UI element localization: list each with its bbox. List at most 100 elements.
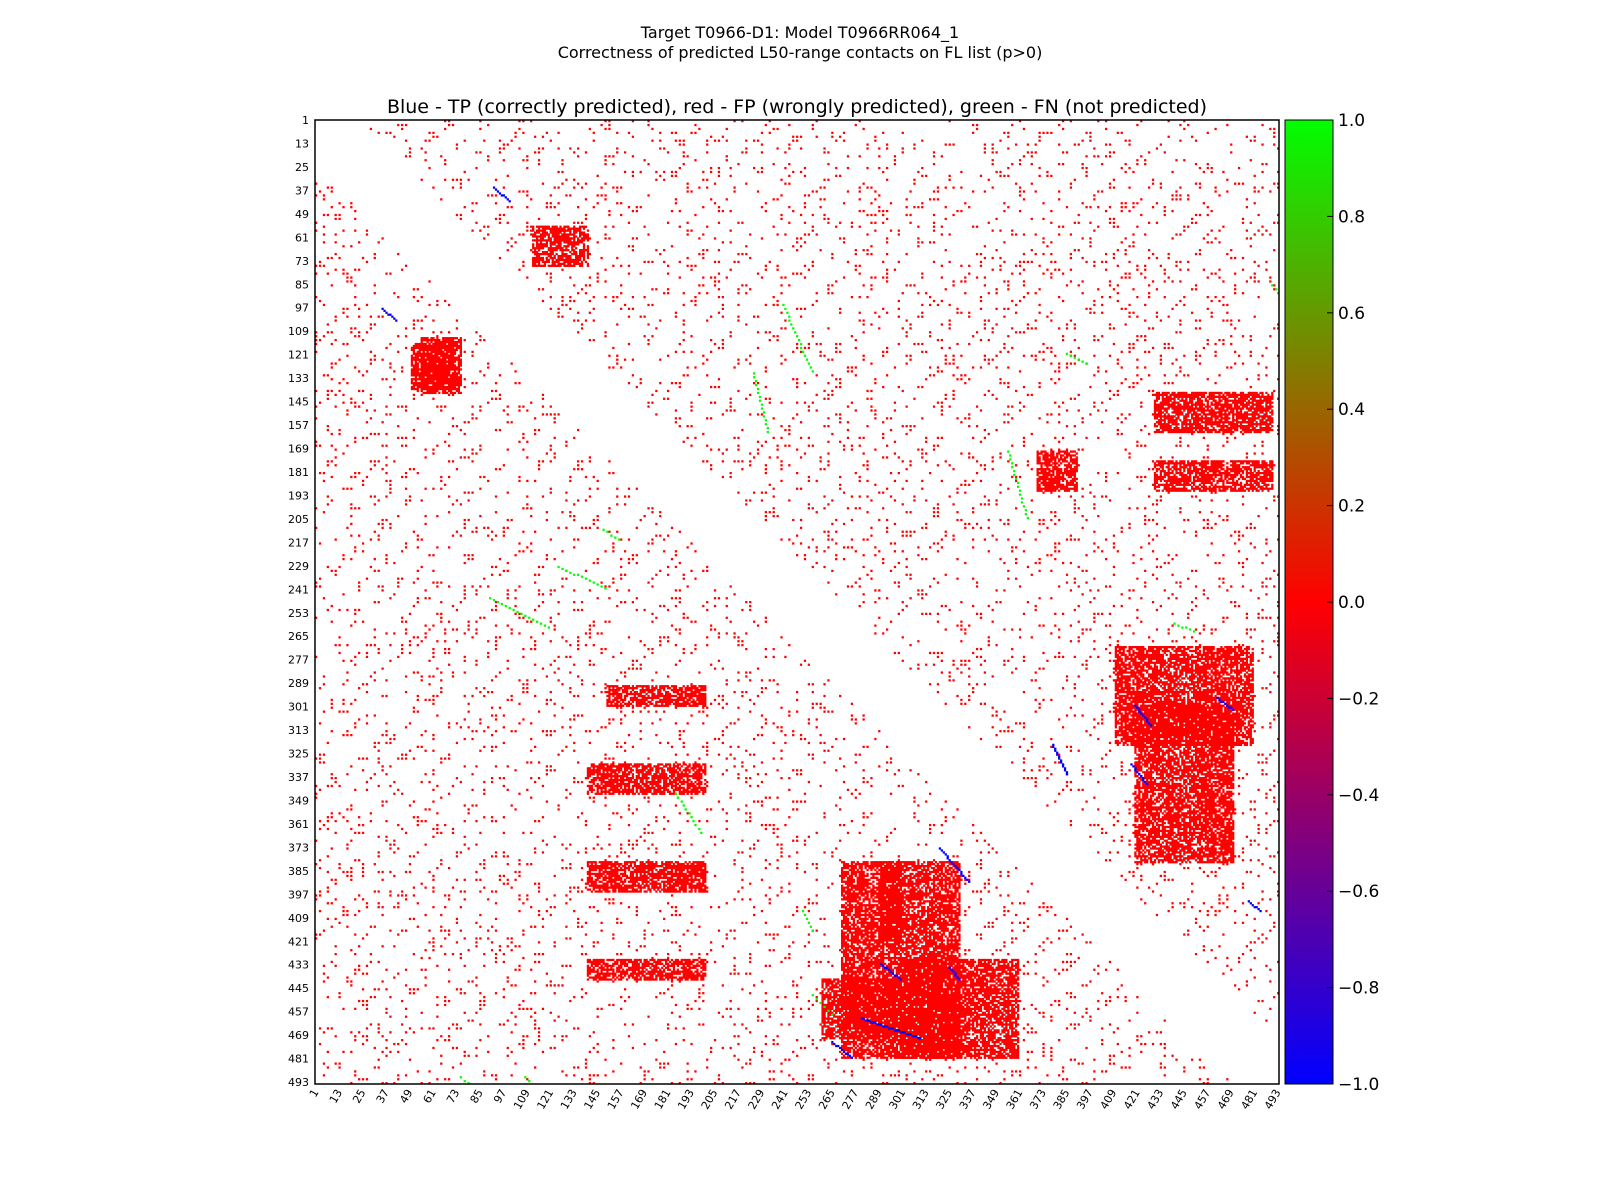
fp-cell	[729, 620, 732, 623]
fp-cell	[1179, 233, 1182, 236]
fp-cell	[545, 558, 548, 561]
fp-cell	[1218, 647, 1221, 651]
fp-cell	[1147, 284, 1151, 287]
fp-cell	[330, 620, 333, 623]
fp-cell	[620, 307, 623, 310]
fp-cell	[889, 428, 893, 432]
fp-cell	[1218, 276, 1221, 279]
fp-cell	[713, 385, 717, 389]
fp-cell	[975, 460, 979, 463]
fp-cell	[490, 690, 494, 694]
fp-cell	[1128, 276, 1131, 279]
fp-cell	[1069, 120, 1073, 123]
fp-cell	[1120, 166, 1123, 170]
fp-cell	[956, 417, 959, 420]
fp-cell	[944, 217, 947, 221]
fp-cell	[534, 694, 537, 698]
fp-cell	[713, 280, 717, 283]
fp-cell	[479, 690, 482, 694]
fp-cell	[885, 241, 889, 244]
fp-cell	[1050, 350, 1053, 353]
fp-cell	[729, 268, 732, 271]
fp-cell	[322, 233, 326, 236]
fp-cell	[999, 745, 1002, 748]
fp-cell	[874, 632, 877, 635]
fp-cell	[561, 577, 564, 580]
fp-cell	[882, 350, 885, 353]
fp-cell	[358, 687, 361, 690]
fp-cell	[1136, 268, 1139, 271]
fp-cell	[866, 166, 869, 170]
fp-cell	[1269, 335, 1272, 338]
fp-cell	[686, 233, 689, 236]
fp-cell	[490, 573, 494, 576]
fp-cell	[616, 679, 619, 682]
fp-cell	[1104, 753, 1108, 756]
fp-cell	[1226, 440, 1229, 443]
fp-cell	[1132, 342, 1135, 346]
fp-cell	[620, 651, 623, 655]
fp-cell	[862, 452, 865, 455]
fp-cell	[522, 507, 525, 510]
fp-cell	[1093, 640, 1096, 643]
fp-cell	[1081, 163, 1084, 166]
fp-cell	[510, 362, 513, 365]
fp-cell	[612, 155, 615, 158]
fp-cell	[709, 135, 713, 138]
fp-cell	[494, 194, 498, 197]
fp-cell	[350, 514, 353, 518]
fp-cell	[1050, 597, 1053, 600]
fp-cell	[756, 139, 760, 142]
fp-cell	[1206, 295, 1209, 299]
fp-cell	[1069, 233, 1073, 236]
fp-cell	[983, 327, 986, 330]
fp-cell	[432, 647, 435, 651]
fp-cell	[979, 440, 983, 443]
fp-cell	[1179, 511, 1182, 514]
fp-cell	[631, 307, 635, 310]
fp-cell	[1194, 139, 1198, 142]
fp-cell	[518, 679, 521, 682]
fp-cell	[788, 163, 791, 166]
fp-cell	[369, 362, 373, 365]
fp-cell	[846, 190, 850, 193]
fp-cell	[729, 229, 732, 232]
fp-cell	[999, 491, 1002, 494]
fp-cell	[1206, 706, 1209, 709]
fp-cell	[1191, 311, 1194, 314]
fp-cell	[678, 730, 681, 733]
fp-cell	[326, 503, 329, 506]
fp-cell	[651, 647, 654, 651]
fp-cell	[1073, 397, 1076, 400]
fp-cell	[1237, 534, 1241, 537]
fp-cell	[1022, 726, 1026, 729]
fp-cell	[733, 186, 736, 189]
fp-cell	[420, 538, 423, 541]
fp-cell	[866, 295, 869, 299]
fp-cell	[1069, 256, 1073, 260]
fp-cell	[780, 276, 783, 279]
fp-cell	[330, 444, 333, 447]
fp-cell	[373, 292, 376, 295]
fp-cell	[530, 198, 533, 201]
fp-cell	[1206, 213, 1209, 217]
fp-cell	[1093, 550, 1096, 553]
fp-cell	[1073, 503, 1076, 506]
fp-cell	[928, 612, 932, 616]
fp-cell	[537, 217, 541, 221]
fp-cell	[1124, 249, 1127, 252]
fp-cell	[350, 397, 353, 400]
fp-cell	[842, 444, 846, 447]
fp-cell	[553, 624, 556, 627]
fp-cell	[494, 675, 498, 678]
fp-cell	[1065, 206, 1069, 209]
fp-cell	[1046, 777, 1049, 780]
fp-cell	[1249, 589, 1252, 592]
fp-cell	[389, 362, 392, 365]
fp-cell	[1112, 327, 1116, 330]
fp-cell	[1081, 632, 1084, 635]
fp-cell	[925, 452, 928, 455]
fp-cell	[612, 471, 615, 475]
fp-cell	[1124, 307, 1127, 310]
fp-cell	[815, 546, 818, 549]
